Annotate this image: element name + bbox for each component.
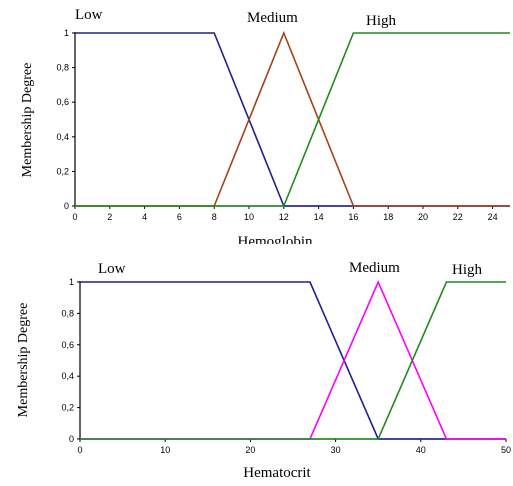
y-tick-label: 0,8 <box>56 63 69 73</box>
y-axis-label: Membership Degree <box>20 63 35 178</box>
x-tick-label: 20 <box>418 212 428 222</box>
y-tick-label: 0,8 <box>61 308 74 318</box>
y-axis-label: Membership Degree <box>16 303 31 418</box>
x-tick-label: 40 <box>416 445 426 455</box>
series-label-medium: Medium <box>247 10 298 26</box>
x-axis-label: Hematocrit <box>243 465 311 481</box>
series-label-low: Low <box>98 261 126 277</box>
series-label-high: High <box>366 13 397 29</box>
x-tick-label: 10 <box>244 212 254 222</box>
y-tick-label: 0,2 <box>56 166 69 176</box>
x-tick-label: 14 <box>314 212 324 222</box>
y-tick-label: 1 <box>69 277 74 287</box>
x-tick-label: 50 <box>501 445 511 455</box>
x-tick-label: 16 <box>348 212 358 222</box>
x-tick-label: 6 <box>177 212 182 222</box>
x-tick-label: 2 <box>107 212 112 222</box>
x-tick-label: 18 <box>383 212 393 222</box>
y-tick-label: 0 <box>64 201 69 211</box>
x-tick-label: 10 <box>160 445 170 455</box>
series-line-high <box>80 281 506 440</box>
series-line-medium <box>80 279 506 440</box>
x-tick-label: 20 <box>245 445 255 455</box>
y-tick-label: 0,6 <box>56 97 69 107</box>
x-tick-label: 8 <box>212 212 217 222</box>
series-line-low <box>75 32 510 207</box>
x-tick-label: 24 <box>488 212 498 222</box>
x-tick-label: 12 <box>279 212 289 222</box>
y-tick-label: 0,6 <box>61 340 74 350</box>
y-tick-label: 1 <box>64 28 69 38</box>
x-tick-label: 0 <box>72 212 77 222</box>
x-tick-label: 0 <box>77 445 82 455</box>
x-tick-label: 22 <box>453 212 463 222</box>
series-line-medium <box>75 30 510 207</box>
x-tick-label: 4 <box>142 212 147 222</box>
series-line-low <box>80 281 506 440</box>
series-label-low: Low <box>75 7 103 23</box>
y-tick-label: 0,2 <box>61 403 74 413</box>
y-tick-label: 0,4 <box>61 371 74 381</box>
series-line-high <box>75 32 510 207</box>
label-clip-mask <box>200 244 350 256</box>
series-label-medium: Medium <box>349 260 400 276</box>
y-tick-label: 0 <box>69 434 74 444</box>
series-label-high: High <box>452 262 483 278</box>
y-tick-label: 0,4 <box>56 132 69 142</box>
x-tick-label: 30 <box>331 445 341 455</box>
